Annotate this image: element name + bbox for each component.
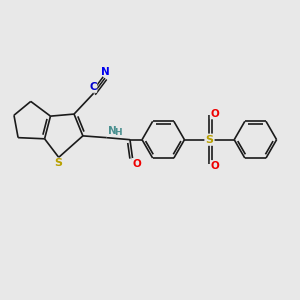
Text: S: S bbox=[206, 135, 214, 145]
Text: N: N bbox=[108, 127, 116, 136]
Text: O: O bbox=[132, 158, 141, 169]
Text: O: O bbox=[210, 160, 219, 171]
Text: N: N bbox=[101, 67, 110, 77]
Text: O: O bbox=[210, 109, 219, 119]
Text: S: S bbox=[55, 158, 63, 168]
Text: H: H bbox=[114, 128, 122, 137]
Text: C: C bbox=[89, 82, 97, 92]
